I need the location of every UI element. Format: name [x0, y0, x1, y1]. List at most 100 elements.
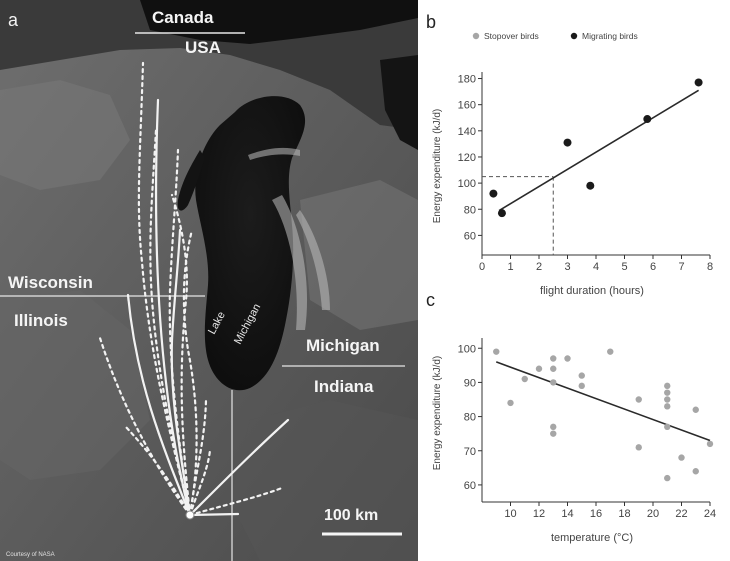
flight-track: [170, 193, 192, 517]
data-point: [507, 399, 514, 407]
y-tick-label: 140: [458, 126, 476, 138]
data-point: [692, 406, 699, 413]
data-point: [664, 423, 671, 431]
x-tick-label: 24: [704, 508, 716, 520]
data-point: [489, 189, 498, 198]
map-panel: a Canada USA Wisconsin Illinois Michigan…: [0, 0, 418, 561]
y-tick-label: 100: [458, 178, 476, 190]
y-tick-label: 160: [458, 100, 476, 112]
x-tick-label: 6: [650, 261, 656, 273]
flight-track: [126, 293, 192, 517]
flight-track: [188, 418, 290, 517]
map-credit: Courtesy of NASA: [6, 552, 55, 558]
data-point: [578, 372, 585, 379]
data-point: [664, 403, 671, 410]
data-point: [706, 440, 714, 448]
legend-entry: Migrating birds: [582, 31, 638, 41]
data-point: [550, 365, 557, 372]
data-point: [493, 348, 500, 355]
panel-label-b: b: [426, 12, 436, 32]
y-tick-label: 180: [458, 74, 476, 86]
x-tick-label: 3: [564, 261, 570, 273]
chart-b-axes: 0 1 2 3 4 5 6 7 8 60 80 100 120 140 160 180: [458, 72, 713, 273]
scale-bar-label: 100 km: [324, 507, 378, 524]
chart-b-marks: [482, 78, 703, 255]
data-point: [643, 115, 652, 124]
data-point: [497, 209, 506, 218]
x-tick-label: 8: [707, 261, 713, 273]
green-bay: [177, 150, 205, 211]
lake-huron: [380, 55, 418, 150]
x-tick-label: 0: [479, 261, 485, 273]
chart-c-x-axis-label: temperature (°C): [551, 532, 633, 544]
lake-michigan: [195, 96, 306, 391]
legend-marker: [472, 32, 480, 40]
data-point: [664, 382, 671, 390]
data-point: [635, 396, 642, 403]
data-point: [664, 389, 671, 396]
data-point: [535, 365, 543, 372]
regression-line: [498, 89, 700, 212]
x-tick-label: 12: [533, 508, 545, 520]
regression-line: [495, 361, 711, 442]
data-point: [692, 468, 699, 475]
map-label-michigan: Michigan: [306, 336, 380, 355]
legend-marker: [570, 32, 578, 40]
y-tick-label: 60: [464, 230, 476, 242]
land-texture-2: [0, 290, 150, 480]
chart-c: c 10 12 14 16 18 20 22 24 60 70 80 90 100 temperatur…: [426, 290, 716, 544]
land-texture-1: [0, 80, 130, 190]
x-tick-label: 7: [678, 261, 684, 273]
map-label-canada: Canada: [152, 8, 214, 27]
data-point: [550, 423, 557, 431]
data-point: [521, 375, 528, 383]
chart-b-x-axis-label: flight duration (hours): [540, 285, 644, 297]
chart-c-axes: 10 12 14 16 18 20 22 24 60 70 80 90 100: [458, 338, 716, 520]
x-tick-label: 22: [675, 508, 687, 520]
y-tick-label: 70: [464, 446, 476, 458]
data-point: [664, 396, 671, 403]
y-tick-label: 90: [464, 377, 476, 389]
y-tick-label: 100: [458, 343, 476, 355]
chart-c-y-axis-label: Energy expenditure (kJ/d): [432, 356, 443, 471]
land-texture-4: [230, 400, 418, 561]
cloud-streaks: [248, 147, 330, 330]
flight-tracks: [98, 61, 290, 517]
data-point: [550, 379, 557, 386]
map-label-illinois: Illinois: [14, 311, 68, 330]
x-tick-label: 2: [536, 261, 542, 273]
data-point: [607, 348, 614, 355]
x-tick-label: 16: [590, 508, 602, 520]
chart-c-marks: [493, 348, 714, 482]
land-texture-3: [300, 180, 418, 330]
flight-track: [170, 228, 192, 517]
legend-entry: Stopover birds: [484, 31, 539, 41]
data-point: [635, 444, 642, 451]
x-tick-label: 5: [621, 261, 627, 273]
x-tick-label: 1: [507, 261, 513, 273]
y-tick-label: 80: [464, 412, 476, 424]
y-tick-label: 120: [458, 152, 476, 164]
data-point: [664, 474, 671, 482]
flight-track: [188, 512, 240, 517]
map-label-indiana: Indiana: [314, 377, 374, 396]
data-point: [564, 355, 571, 362]
data-point: [563, 138, 572, 147]
flight-track: [122, 423, 192, 517]
data-point: [550, 430, 557, 437]
x-tick-label: 4: [593, 261, 599, 273]
flight-track: [182, 228, 198, 517]
data-point: [550, 355, 557, 362]
chart-b: b Stopover birds Migrating birds 0 1 2 3 4 5 6 7…: [426, 12, 713, 297]
chart-b-y-axis-label: Energy expenditure (kJ/d): [432, 109, 443, 224]
x-tick-label: 20: [647, 508, 659, 520]
y-tick-label: 80: [464, 204, 476, 216]
data-point: [586, 181, 595, 190]
flight-track: [149, 128, 192, 517]
map-label-usa: USA: [185, 38, 221, 57]
chart-b-legend: Stopover birds Migrating birds: [472, 31, 638, 41]
x-tick-label: 14: [561, 508, 573, 520]
data-point: [678, 454, 685, 461]
map-label-wisconsin: Wisconsin: [8, 273, 93, 292]
